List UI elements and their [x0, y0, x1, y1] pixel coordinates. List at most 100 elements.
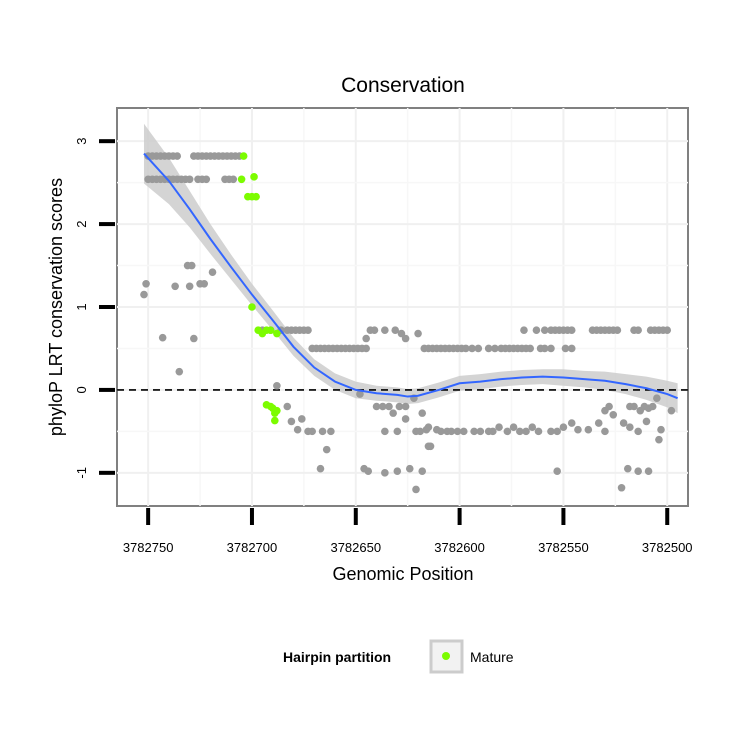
x-axis-title: Genomic Position: [332, 564, 473, 584]
other-point: [634, 467, 642, 475]
other-point: [574, 425, 582, 434]
x-tick-label: 3782550: [538, 540, 589, 555]
x-axis: 3782750 3782700 3782650 3782600 3782550 37825…: [123, 508, 693, 555]
other-point: [397, 329, 406, 338]
other-point: [522, 427, 530, 436]
y-tick-label: 2: [74, 220, 89, 227]
mature-point: [271, 416, 279, 425]
other-point: [601, 406, 609, 415]
other-point: [362, 334, 370, 343]
other-point: [634, 326, 642, 335]
other-point: [322, 445, 331, 454]
other-point: [626, 423, 634, 432]
other-point: [391, 326, 400, 335]
y-tick-label: -1: [74, 467, 89, 479]
other-point: [208, 268, 217, 276]
other-point: [175, 367, 184, 376]
other-point: [437, 427, 445, 436]
grid-lines: [117, 108, 688, 506]
other-point: [308, 427, 316, 436]
y-tick-label: 0: [74, 386, 89, 393]
other-point: [304, 326, 312, 335]
other-point: [540, 326, 549, 335]
other-point: [491, 344, 499, 353]
other-point: [609, 410, 618, 419]
other-point: [655, 435, 663, 444]
y-axis-title: phyloP LRT conservation scores: [46, 178, 66, 436]
other-point: [414, 329, 422, 338]
other-point: [200, 279, 209, 288]
other-point: [173, 152, 182, 160]
other-point: [642, 417, 651, 426]
other-point: [503, 427, 512, 436]
x-tick-label: 3782700: [227, 540, 278, 555]
other-point: [634, 427, 642, 436]
other-point: [401, 415, 410, 423]
smooth-line: [143, 152, 678, 400]
other-point: [393, 467, 402, 475]
other-point: [273, 381, 281, 390]
legend-label-mature: Mature: [470, 649, 514, 665]
other-point: [293, 425, 302, 434]
other-point: [553, 427, 561, 436]
other-point: [401, 334, 410, 343]
other-point: [416, 427, 424, 436]
other-point: [372, 402, 381, 411]
other-point: [553, 467, 561, 475]
other-point: [619, 419, 628, 427]
other-point: [395, 402, 404, 411]
chart-title: Conservation: [341, 74, 465, 97]
other-point: [516, 427, 524, 436]
other-point: [509, 423, 518, 432]
other-point: [424, 423, 433, 432]
other-point: [520, 326, 528, 335]
other-point: [140, 290, 148, 299]
mature-point: [237, 175, 246, 184]
legend: Hairpin partition Mature: [283, 639, 514, 674]
other-point: [187, 261, 196, 270]
other-point: [567, 344, 576, 353]
other-point: [644, 467, 653, 475]
mature-point: [273, 406, 281, 415]
other-point: [381, 427, 389, 436]
other-point: [287, 417, 296, 426]
other-point: [381, 469, 389, 477]
y-tick-label: 1: [74, 303, 89, 310]
other-point: [229, 175, 238, 184]
other-point: [401, 402, 410, 411]
data-points: [140, 152, 676, 494]
mature-point: [250, 173, 258, 181]
other-point: [528, 423, 537, 432]
x-tick-label: 3782650: [330, 540, 381, 555]
other-point: [547, 344, 555, 353]
other-point: [663, 326, 672, 335]
other-point: [185, 175, 194, 184]
other-point: [327, 427, 335, 436]
other-point: [412, 485, 420, 494]
other-point: [462, 344, 470, 353]
other-point: [526, 344, 534, 353]
other-point: [426, 442, 435, 451]
other-point: [484, 344, 493, 353]
other-point: [283, 402, 292, 411]
other-point: [356, 390, 364, 398]
other-point: [468, 344, 476, 353]
other-point: [534, 427, 543, 436]
other-point: [389, 409, 397, 417]
legend-mature-dot: [442, 652, 450, 660]
other-point: [630, 402, 638, 411]
other-point: [559, 423, 568, 432]
other-point: [489, 427, 497, 436]
mature-point: [273, 329, 281, 338]
other-point: [601, 427, 609, 436]
other-point: [142, 279, 150, 288]
other-point: [547, 427, 555, 436]
other-point: [447, 427, 456, 436]
other-point: [418, 467, 427, 475]
other-point: [316, 464, 325, 473]
other-point: [540, 344, 549, 353]
other-point: [418, 409, 427, 417]
x-tick-label: 3782500: [642, 540, 693, 555]
other-point: [318, 427, 327, 436]
other-point: [393, 427, 402, 436]
